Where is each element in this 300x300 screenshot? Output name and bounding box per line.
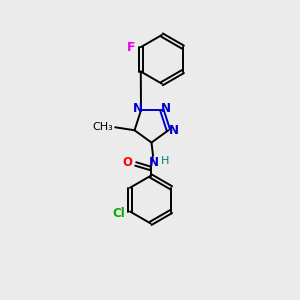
Text: CH₃: CH₃: [92, 122, 113, 132]
Text: Cl: Cl: [113, 206, 125, 220]
Text: N: N: [132, 102, 142, 115]
Text: N: N: [148, 156, 159, 169]
Text: O: O: [123, 156, 133, 169]
Text: N: N: [169, 124, 179, 137]
Text: N: N: [160, 102, 170, 115]
Text: H: H: [161, 156, 170, 166]
Text: F: F: [127, 41, 135, 54]
